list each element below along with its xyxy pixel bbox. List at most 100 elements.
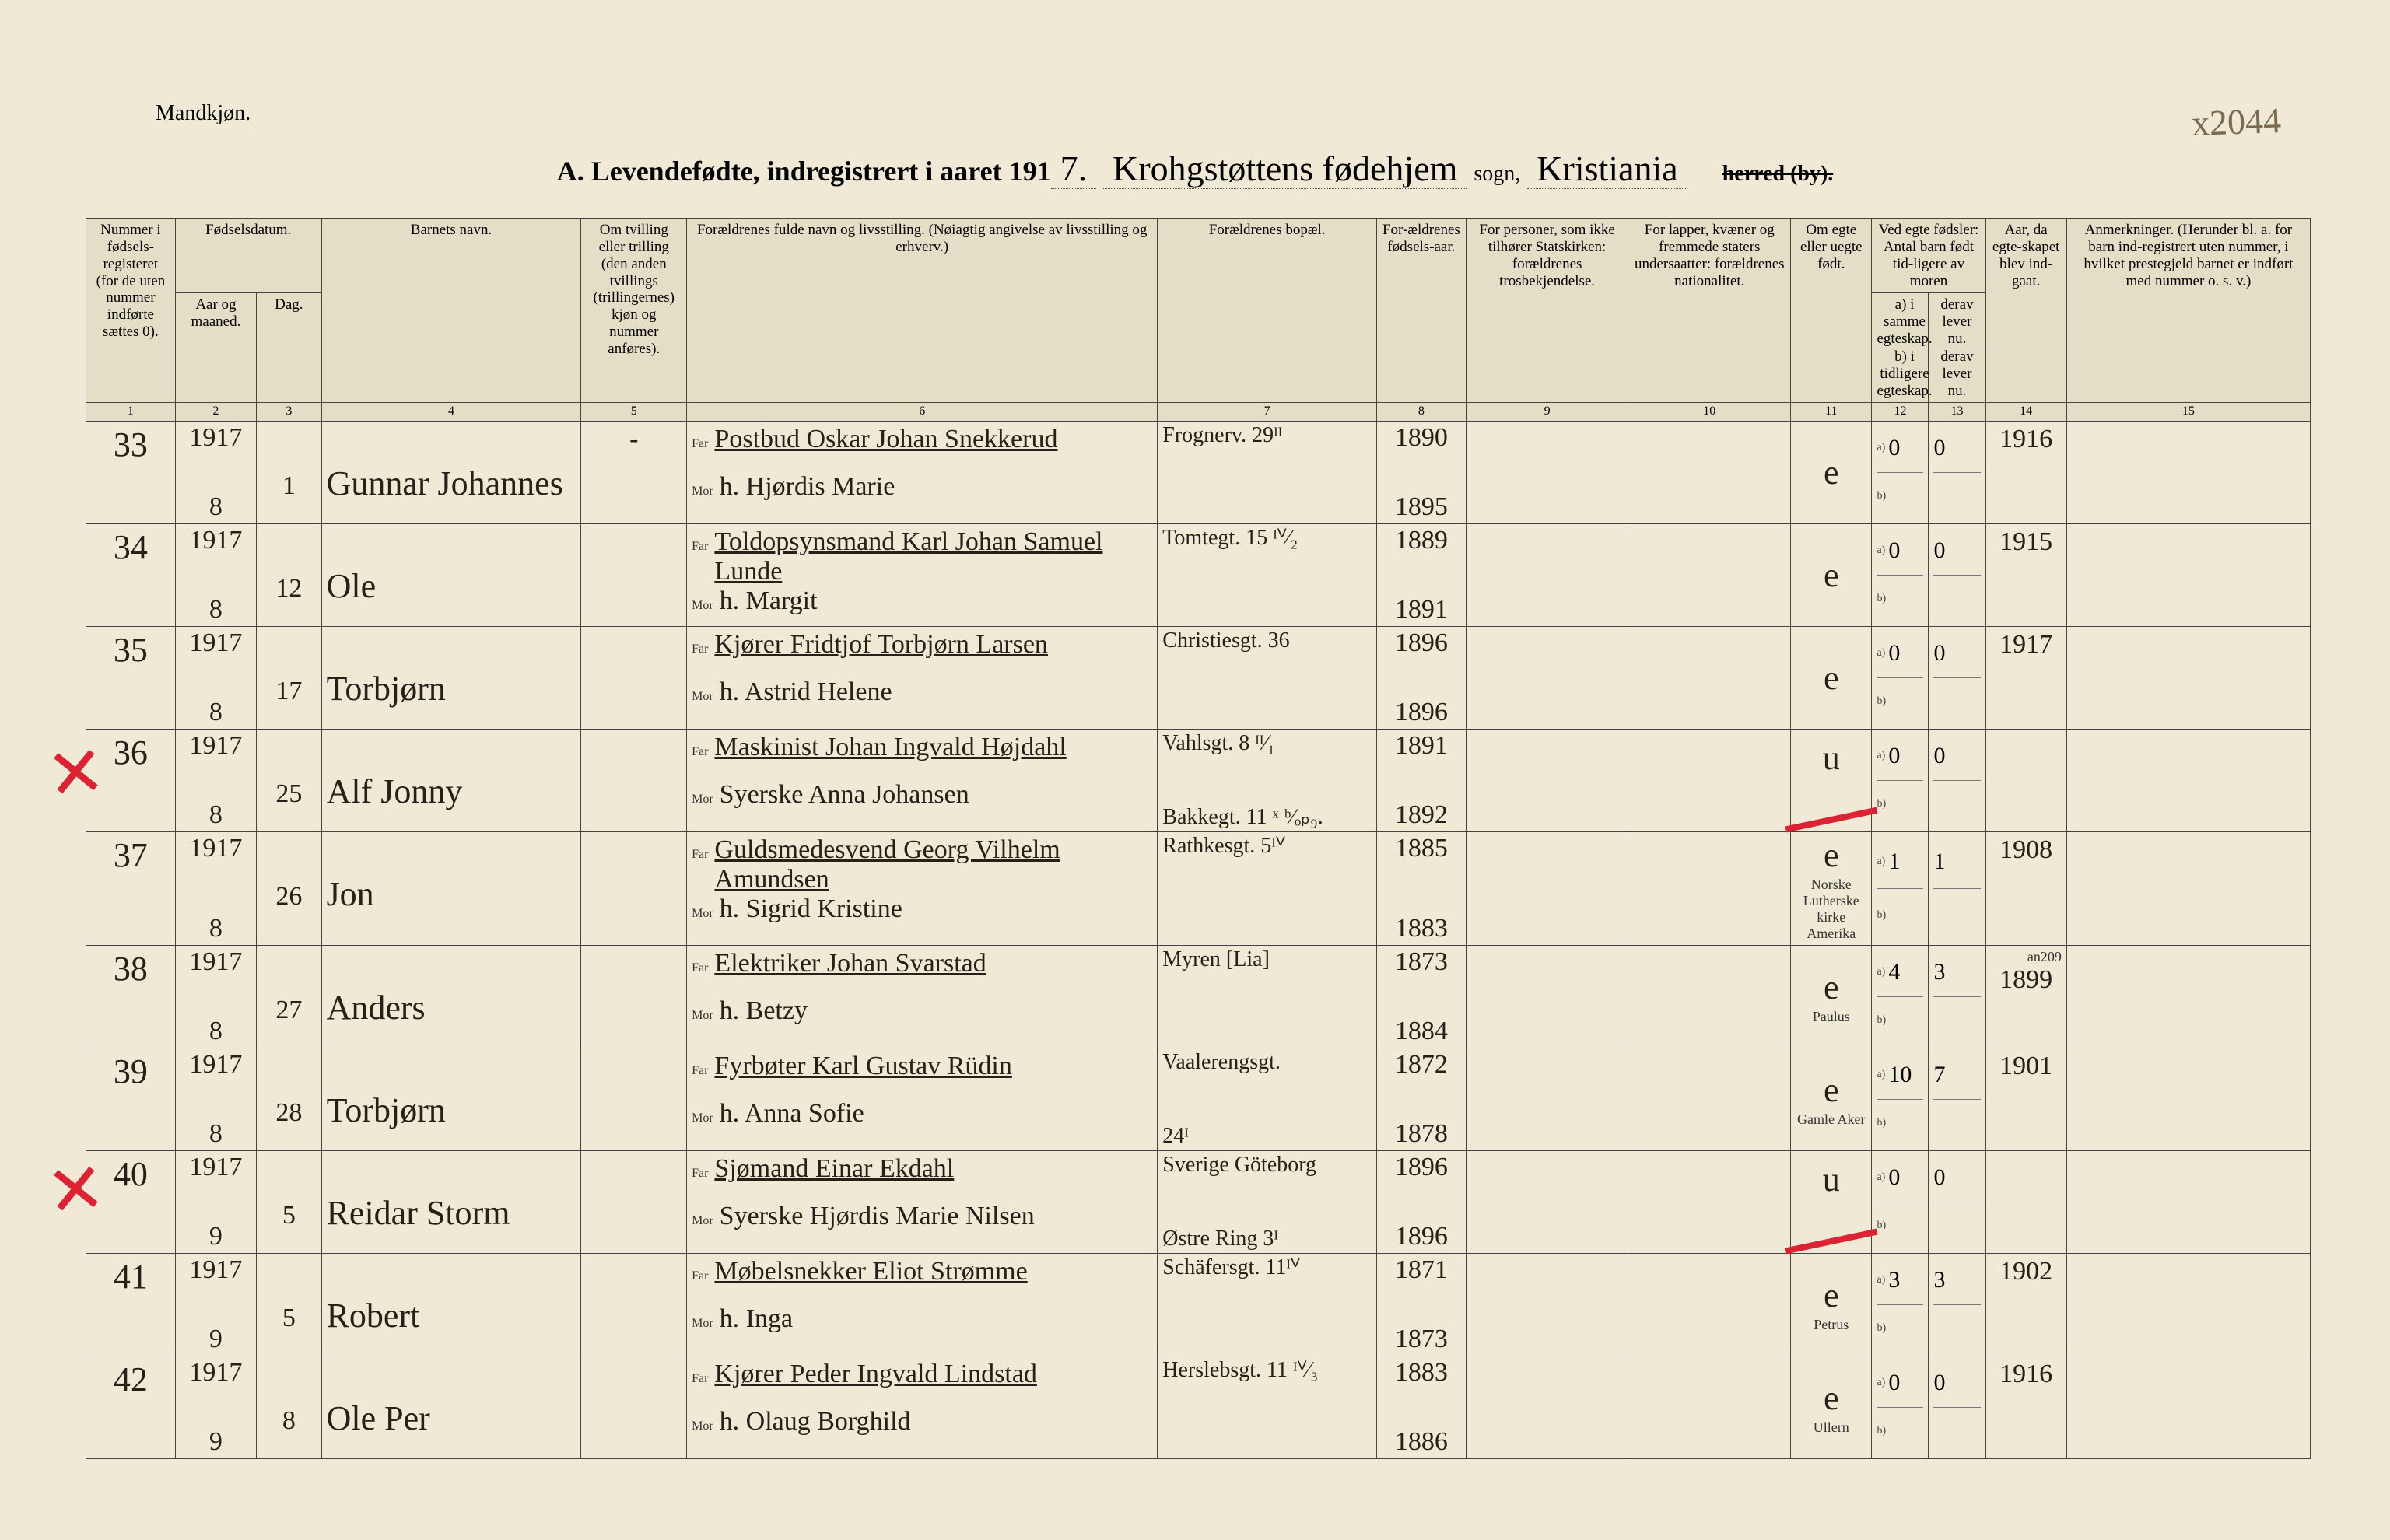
father-birthyear: 1871	[1382, 1257, 1461, 1283]
day: 26	[261, 882, 316, 912]
cell: 19178	[175, 945, 256, 1048]
cell	[581, 1048, 687, 1150]
cell: 8	[257, 1356, 321, 1458]
child-name: Robert	[327, 1296, 576, 1335]
entry-number: 39	[91, 1052, 170, 1091]
marriage-year: 1908	[1991, 835, 2062, 865]
cell: FarFyrbøter Karl Gustav Rüdin Morh. Anna…	[687, 1048, 1158, 1150]
cell: a)0 b)	[1872, 523, 1929, 626]
cell: 19178	[175, 1048, 256, 1150]
table-row: 341917812Ole FarToldopsynsmand Karl Joha…	[86, 523, 2311, 626]
month: 9	[180, 1326, 251, 1353]
cell	[1466, 1253, 1628, 1356]
entry-number: 37	[91, 835, 170, 875]
cell: 34	[86, 523, 176, 626]
cell: 1891 1892	[1377, 729, 1467, 831]
cell: u	[1791, 1150, 1872, 1253]
c13a: 0	[1933, 640, 1945, 667]
father-birthyear: 1883	[1382, 1360, 1461, 1386]
cell	[2066, 729, 2310, 831]
cell	[581, 1150, 687, 1253]
cell	[1985, 1150, 2066, 1253]
c13a: 1	[1933, 849, 1945, 875]
cell: Vahlsgt. 8 ᴵᴵ⁄₁ Bakkegt. 11 ˣ ᵇ⁄ₒₚ₉.	[1158, 729, 1377, 831]
cell: 38	[86, 945, 176, 1048]
c12a: 4	[1888, 959, 1900, 985]
month: 8	[180, 494, 251, 520]
c13a: 3	[1933, 1267, 1945, 1293]
cn-14: 14	[1985, 403, 2066, 421]
father: Elektriker Johan Svarstad	[714, 949, 986, 978]
h-c4: Barnets navn.	[321, 219, 581, 403]
father: Postbud Oskar Johan Snekkerud	[714, 425, 1057, 454]
entry-number: 35	[91, 630, 170, 670]
h-c1: Nummer i fødsels-registeret (for de uten…	[86, 219, 176, 403]
head-colnums: 1 2 3 4 5 6 7 8 9 10 11 12 13 14 15	[86, 403, 2311, 421]
cell: Ole	[321, 523, 581, 626]
cell: 1917	[1985, 626, 2066, 729]
marriage-year: 1899	[1991, 965, 2062, 995]
legitimacy: e	[1824, 1378, 1839, 1418]
h-c3: Dag.	[257, 293, 321, 403]
cell: 1908	[1985, 831, 2066, 945]
marriage-year: 1901	[1991, 1052, 2062, 1081]
cell	[1628, 1253, 1791, 1356]
h-c15: Anmerkninger. (Herunder bl. a. for barn …	[2066, 219, 2310, 403]
father-birthyear: 1872	[1382, 1052, 1461, 1078]
day: 12	[261, 574, 316, 604]
father-birthyear: 1896	[1382, 630, 1461, 656]
cell: 0	[1929, 1356, 1985, 1458]
cell	[2066, 1150, 2310, 1253]
month: 9	[180, 1223, 251, 1250]
h-c12g: Ved egte fødsler: Antal barn født tid-li…	[1872, 219, 1985, 293]
child-name: Ole Per	[327, 1398, 576, 1438]
father: Maskinist Johan Ingvald Højdahl	[714, 733, 1066, 762]
c12a: 0	[1888, 640, 1900, 667]
cell: Ole Per	[321, 1356, 581, 1458]
h-c12b-lab: b) i tidligere egteskap.	[1877, 348, 1932, 400]
cell: Torbjørn	[321, 1048, 581, 1150]
cell: e	[1791, 421, 1872, 523]
year: 1917	[180, 949, 251, 975]
cn-3: 3	[257, 403, 321, 421]
cell: FarKjører Fridtjof Torbjørn Larsen Morh.…	[687, 626, 1158, 729]
cell: 19179	[175, 1253, 256, 1356]
cell: 39	[86, 1048, 176, 1150]
cn-5: 5	[581, 403, 687, 421]
cell: Rathkesgt. 5ᴵⱽ	[1158, 831, 1377, 945]
legitimacy-sub: Norske Lutherske kirke Amerika	[1796, 877, 1866, 942]
cn-11: 11	[1791, 403, 1872, 421]
cell: e	[1791, 523, 1872, 626]
father-birthyear: 1891	[1382, 733, 1461, 759]
mother-birthyear: 1873	[1382, 1326, 1461, 1353]
cn-4: 4	[321, 403, 581, 421]
cell	[1628, 523, 1791, 626]
cell	[1628, 729, 1791, 831]
mother: Syerske Hjørdis Marie Nilsen	[720, 1202, 1035, 1231]
month: 8	[180, 802, 251, 828]
day: 5	[261, 1304, 316, 1333]
cell	[1466, 1356, 1628, 1458]
cell	[2066, 831, 2310, 945]
cell: 1896 1896	[1377, 1150, 1467, 1253]
cn-2: 2	[175, 403, 256, 421]
father-birthyear: 1890	[1382, 425, 1461, 451]
cell	[1466, 945, 1628, 1048]
father: Møbelsnekker Eliot Strømme	[714, 1257, 1027, 1286]
father: Kjører Fridtjof Torbjørn Larsen	[714, 630, 1048, 660]
cell: 19178	[175, 523, 256, 626]
mother: h. Astrid Helene	[720, 677, 892, 707]
cell: Schäfersgt. 11ᴵⱽ	[1158, 1253, 1377, 1356]
day: 1	[261, 471, 316, 501]
cell	[581, 1253, 687, 1356]
legitimacy-sub: Ullern	[1814, 1419, 1849, 1436]
cell: 1916	[1985, 1356, 2066, 1458]
cell	[1466, 1150, 1628, 1253]
residence-mor: 24ᴵ	[1162, 1125, 1372, 1147]
h-c13b-lab: derav lever nu.	[1933, 348, 1980, 400]
cell: 26	[257, 831, 321, 945]
cell: 0	[1929, 1150, 1985, 1253]
cell	[2066, 1048, 2310, 1150]
legitimacy-sub: Petrus	[1814, 1317, 1849, 1333]
cell: 41	[86, 1253, 176, 1356]
